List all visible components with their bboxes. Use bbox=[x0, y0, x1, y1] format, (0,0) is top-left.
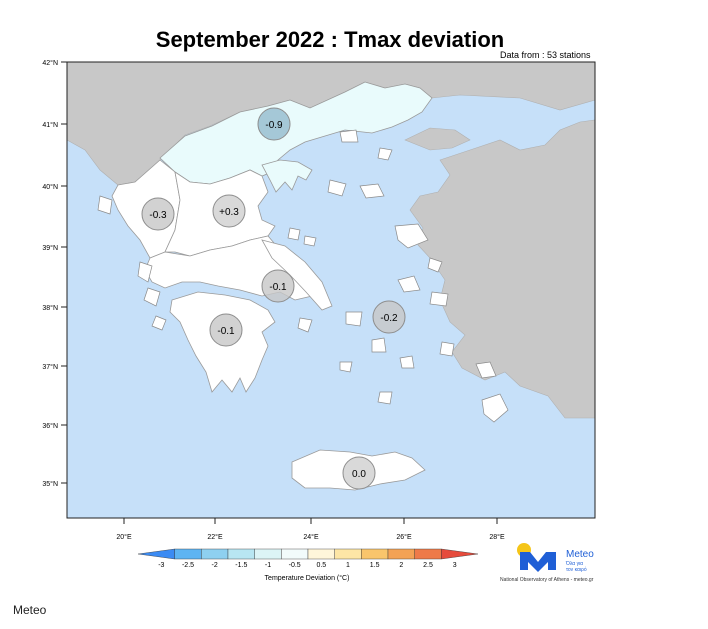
marker-circle bbox=[209, 313, 243, 347]
image-caption: Meteo bbox=[13, 603, 47, 617]
marker-circle bbox=[141, 197, 175, 231]
lat-label: 38°N bbox=[42, 304, 58, 312]
longitude-ticks: 20°E 22°E 24°E 26°E 28°E bbox=[116, 518, 505, 541]
lat-label: 35°N bbox=[42, 480, 58, 488]
marker-value: -0.9 bbox=[265, 120, 283, 131]
legend-tick-label: 3 bbox=[453, 562, 457, 569]
marker-value: -0.2 bbox=[380, 313, 398, 324]
region-value-markers: -0.9 -0.3 +0.3 -0.1 -0.1 -0.2 0.0 bbox=[141, 107, 406, 490]
lon-label: 24°E bbox=[303, 533, 319, 541]
region-marker: 0.0 bbox=[342, 456, 376, 490]
region-marker: +0.3 bbox=[212, 194, 246, 228]
island-group bbox=[97, 129, 509, 423]
legend-colorbar: -3 -2.5 -2 -1.5 -1 -0.5 0.5 1 1.5 2 2.5 3 bbox=[137, 548, 479, 569]
map-frame bbox=[66, 61, 596, 519]
region-marker: -0.2 bbox=[372, 300, 406, 334]
lat-label: 42°N bbox=[42, 59, 58, 67]
region-marker: -0.3 bbox=[141, 197, 175, 231]
meteo-logo: Meteo Όλα για τον καιρό National Observa… bbox=[500, 543, 594, 583]
marker-circle bbox=[372, 300, 406, 334]
lon-label: 20°E bbox=[116, 533, 132, 541]
region-marker: -0.9 bbox=[257, 107, 291, 141]
logo-tagline-1: Όλα για bbox=[565, 561, 583, 567]
legend-label: Temperature Deviation (°C) bbox=[265, 574, 350, 582]
marker-circle bbox=[261, 269, 295, 303]
marker-value: -0.1 bbox=[269, 282, 287, 293]
legend-tick-label: 2.5 bbox=[423, 562, 433, 569]
legend-swatch bbox=[441, 548, 479, 560]
legend-tick-label: -1.5 bbox=[235, 562, 247, 569]
marker-value: +0.3 bbox=[219, 207, 239, 218]
legend-swatch bbox=[201, 548, 229, 560]
euboea-island bbox=[261, 239, 333, 311]
legend-swatch bbox=[174, 548, 202, 560]
legend-swatch bbox=[281, 548, 309, 560]
legend-tick-label: -1 bbox=[265, 562, 271, 569]
map-subtitle: Data from : 53 stations bbox=[500, 50, 591, 60]
map-title: September 2022 : Tmax deviation bbox=[155, 27, 505, 52]
lon-label: 22°E bbox=[207, 533, 223, 541]
legend-swatch bbox=[307, 548, 335, 560]
meteo-m-icon bbox=[520, 552, 556, 572]
lon-label: 28°E bbox=[489, 533, 505, 541]
logo-credit: National Observatory of Athens - meteo.g… bbox=[500, 577, 594, 583]
legend-swatch bbox=[387, 548, 415, 560]
lat-label: 40°N bbox=[42, 183, 58, 191]
marker-value: -0.1 bbox=[217, 326, 235, 337]
logo-name: Meteo bbox=[566, 549, 594, 560]
legend-tick-label: 2 bbox=[399, 562, 403, 569]
lat-label: 37°N bbox=[42, 363, 58, 371]
legend-swatch bbox=[254, 548, 282, 560]
legend-swatch bbox=[137, 548, 175, 560]
foreign-land-gallipoli bbox=[404, 127, 471, 151]
chalkidiki-peninsula bbox=[261, 159, 313, 193]
legend-tick-label: -2.5 bbox=[182, 562, 194, 569]
legend-tick-label: 1 bbox=[346, 562, 350, 569]
foreign-land-turkey bbox=[409, 119, 596, 419]
marker-circle bbox=[212, 194, 246, 228]
legend-tick-label: -3 bbox=[158, 562, 164, 569]
legend-tick-label: 0.5 bbox=[316, 562, 326, 569]
map-figure: September 2022 : Tmax deviation Data fro… bbox=[42, 27, 596, 583]
marker-circle bbox=[342, 456, 376, 490]
lat-label: 41°N bbox=[42, 121, 58, 129]
map-canvas: 42°N 41°N 40°N 39°N 38°N 37°N 36°N 35°N 20°E 22°… bbox=[42, 59, 596, 583]
legend-tick-label: -2 bbox=[212, 562, 218, 569]
marker-value: -0.3 bbox=[149, 210, 167, 221]
marker-circle bbox=[257, 107, 291, 141]
lat-label: 36°N bbox=[42, 422, 58, 430]
lon-label: 26°E bbox=[396, 533, 412, 541]
region-marker: -0.1 bbox=[209, 313, 243, 347]
latitude-ticks: 42°N 41°N 40°N 39°N 38°N 37°N 36°N 35°N bbox=[42, 59, 67, 488]
legend-swatch bbox=[334, 548, 362, 560]
legend-tick-label: 1.5 bbox=[370, 562, 380, 569]
lat-label: 39°N bbox=[42, 244, 58, 252]
legend-swatch bbox=[361, 548, 389, 560]
logo-tagline-2: τον καιρό bbox=[566, 566, 587, 573]
legend-tick-label: -0.5 bbox=[289, 562, 301, 569]
marker-value: 0.0 bbox=[352, 469, 366, 480]
region-marker: -0.1 bbox=[261, 269, 295, 303]
legend-swatch bbox=[227, 548, 255, 560]
legend-swatch bbox=[414, 548, 442, 560]
